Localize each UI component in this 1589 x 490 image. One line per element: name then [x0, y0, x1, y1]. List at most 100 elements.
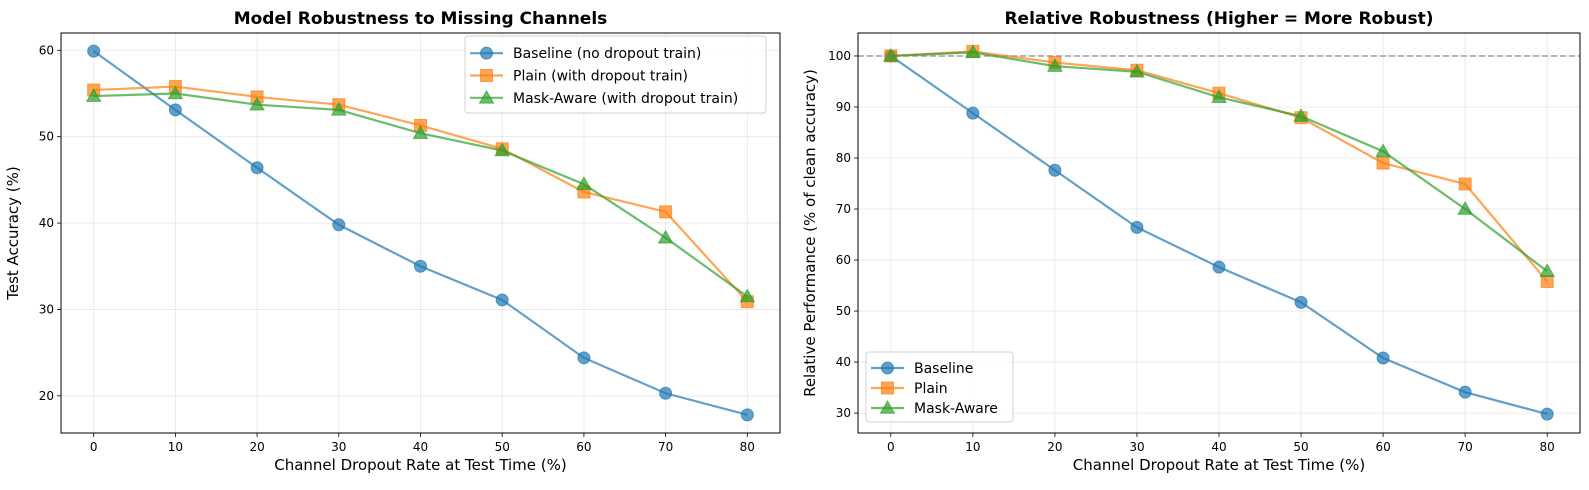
legend-item: Mask-Aware [871, 399, 998, 417]
square-marker-icon [881, 381, 894, 395]
data-point [1457, 201, 1473, 215]
data-point [1376, 351, 1390, 365]
legend-box [464, 35, 767, 114]
plot-frame [60, 32, 781, 434]
chart-title: Model Robustness to Missing Channels [234, 9, 608, 29]
data-point [657, 229, 674, 244]
data-point [167, 85, 184, 100]
chart-title: Relative Robustness (Higher = More Robus… [1004, 9, 1433, 29]
legend-label: Mask-Aware (with dropout train) [513, 91, 738, 107]
data-point [1130, 220, 1144, 234]
data-point [882, 47, 899, 62]
circle-marker-icon [881, 361, 894, 375]
data-point [1048, 163, 1062, 177]
y-tick-label: 30 [39, 302, 54, 316]
data-point [1539, 263, 1556, 278]
y-axis-label: Relative Performance (% of clean accurac… [801, 69, 819, 397]
data-point [495, 293, 509, 307]
x-tick-label: 20 [249, 440, 264, 454]
data-point [659, 386, 673, 400]
legend-item: Plain [871, 381, 948, 397]
triangle-marker-icon [478, 89, 495, 104]
data-point [332, 218, 346, 232]
square-marker-icon [480, 69, 493, 82]
x-tick-label: 60 [1375, 440, 1390, 454]
legend-label: Baseline (no dropout train) [513, 46, 701, 62]
legend-item: Baseline (no dropout train) [470, 46, 701, 62]
series-baseline-no-dropout-train [87, 44, 754, 422]
x-tick-label: 60 [576, 440, 591, 454]
x-tick-label: 20 [1047, 440, 1062, 454]
x-tick-label: 40 [1211, 440, 1226, 454]
x-axis-label: Channel Dropout Rate at Test Time (%) [1073, 456, 1366, 474]
x-tick-label: 10 [965, 440, 980, 454]
legend-label: Plain (with dropout train) [513, 69, 688, 85]
legend-label: Baseline [914, 361, 973, 377]
y-tick-label: 50 [39, 130, 54, 144]
legend: Baseline Plain Mask-Aware [865, 351, 1014, 423]
y-tick-label: 20 [39, 389, 54, 403]
data-point [494, 142, 511, 157]
x-tick-label: 50 [495, 440, 510, 454]
data-point [1293, 108, 1309, 122]
y-tick-label: 90 [836, 100, 851, 114]
data-point [1129, 63, 1145, 78]
data-point [1047, 58, 1063, 72]
data-point [168, 103, 182, 117]
y-tick-label: 40 [836, 355, 851, 369]
data-point [576, 176, 592, 190]
data-point [250, 161, 264, 175]
y-tick-label: 100 [828, 49, 851, 63]
legend-item: Baseline [871, 361, 973, 377]
x-tick-label: 30 [1129, 440, 1144, 454]
legend: Baseline (no dropout train) Plain (with d… [464, 35, 767, 114]
x-tick-label: 70 [658, 440, 673, 454]
data-point [330, 101, 347, 116]
data-point [740, 408, 754, 422]
data-point [966, 106, 980, 120]
chart-relative-robustness: Relative Robustness (Higher = More Robus… [801, 9, 1581, 474]
y-tick-label: 80 [836, 151, 851, 165]
y-tick-label: 50 [836, 304, 851, 318]
data-point [577, 351, 591, 365]
triangle-marker-icon [879, 399, 896, 414]
data-point [1211, 89, 1227, 104]
legend-label: Plain [914, 381, 948, 397]
x-tick-label: 80 [1540, 440, 1555, 454]
y-tick-label: 70 [836, 202, 851, 216]
data-point [659, 205, 673, 219]
x-tick-label: 30 [331, 440, 346, 454]
data-point [965, 44, 981, 59]
chart-model-robustness: Model Robustness to Missing Channels Cha… [4, 9, 781, 474]
legend-item: Mask-Aware (with dropout train) [470, 89, 738, 107]
y-tick-label: 40 [39, 216, 54, 230]
legend-box [865, 351, 1014, 423]
x-tick-label: 40 [413, 440, 428, 454]
data-point [412, 125, 429, 139]
x-tick-label: 70 [1457, 440, 1472, 454]
data-point [1212, 260, 1226, 274]
data-point [87, 44, 101, 58]
data-point [1540, 407, 1554, 421]
data-point [1458, 385, 1472, 399]
data-point [1376, 156, 1390, 170]
x-tick-label: 80 [740, 440, 755, 454]
data-point [739, 288, 756, 303]
data-point [414, 259, 427, 273]
data-point [1375, 143, 1391, 158]
y-axis-label: Test Accuracy (%) [4, 166, 22, 301]
legend-item: Plain (with dropout train) [470, 69, 688, 85]
series-baseline [884, 49, 1554, 421]
x-tick-label: 10 [168, 440, 183, 454]
x-tick-label: 0 [887, 440, 895, 454]
series-mask-aware-with-dropout-train [85, 85, 756, 303]
y-tick-label: 60 [39, 43, 54, 57]
data-point [1458, 177, 1472, 191]
data-point [249, 96, 265, 111]
data-point [85, 88, 102, 102]
legend-label: Mask-Aware [914, 401, 998, 417]
circle-marker-icon [480, 46, 493, 60]
series-mask-aware [882, 44, 1556, 278]
x-tick-label: 0 [90, 440, 98, 454]
